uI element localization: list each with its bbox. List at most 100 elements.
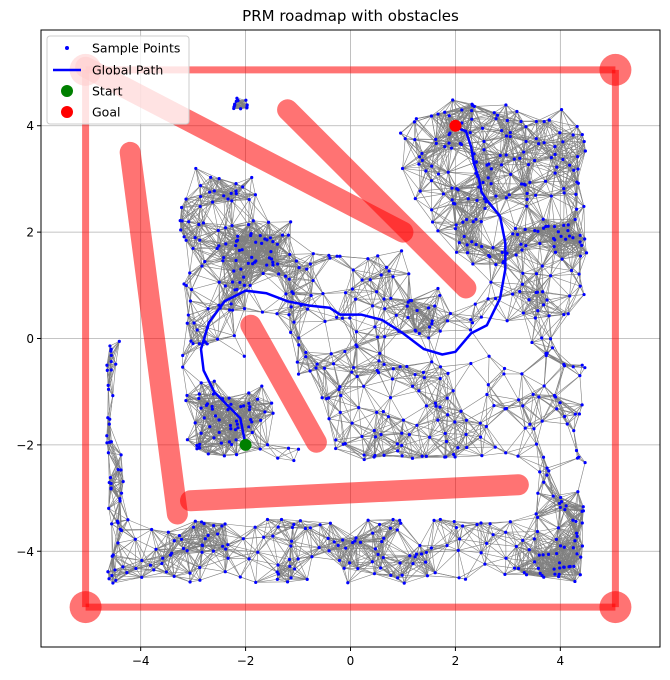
roadmap-edge (554, 219, 576, 241)
roadmap-edge (475, 186, 480, 220)
roadmap-edge (473, 141, 485, 154)
roadmap-edge (543, 121, 556, 147)
roadmap-edge (277, 448, 299, 459)
roadmap-edge (512, 229, 526, 235)
roadmap-edge (577, 141, 585, 170)
roadmap-edge (398, 310, 418, 332)
roadmap-edge (481, 214, 500, 222)
roadmap-edge (545, 226, 555, 247)
roadmap-edge (484, 197, 507, 200)
roadmap-edge (569, 165, 577, 195)
roadmap-edge (470, 115, 498, 133)
roadmap-edge (383, 397, 391, 412)
roadmap-edge (461, 141, 485, 145)
roadmap-edge (416, 118, 436, 140)
roadmap-edge (461, 104, 473, 124)
roadmap-edge (462, 200, 478, 223)
roadmap-edge (547, 196, 552, 227)
roadmap-edge (554, 172, 579, 184)
roadmap-edge (554, 141, 585, 147)
roadmap-edge (494, 104, 507, 113)
roadmap-edge (509, 194, 527, 207)
roadmap-edge (461, 109, 495, 113)
roadmap-edge (529, 160, 535, 183)
roadmap-edge (453, 203, 477, 220)
roadmap-edge (419, 190, 432, 211)
roadmap-edge (490, 183, 510, 196)
roadmap-edge (388, 250, 402, 272)
roadmap-edge (506, 135, 515, 160)
roadmap-edge (538, 143, 564, 160)
roadmap-edge (510, 159, 515, 175)
roadmap-edge (521, 164, 529, 185)
roadmap-edge (576, 209, 585, 240)
roadmap-edge (551, 157, 558, 168)
roadmap-edge (461, 122, 471, 133)
roadmap-edge (560, 236, 563, 260)
roadmap-edge (496, 111, 518, 120)
roadmap-edge (498, 214, 526, 230)
roadmap-edge (461, 132, 471, 145)
chart-title: PRM roadmap with obstacles (242, 7, 459, 25)
roadmap-edge (481, 198, 485, 222)
roadmap-edge (554, 141, 585, 155)
roadmap-edge (574, 209, 577, 220)
roadmap-edge (534, 160, 556, 174)
roadmap-edge (432, 221, 439, 231)
roadmap-edge (543, 228, 555, 247)
roadmap-edge (431, 115, 450, 135)
roadmap-edge (416, 115, 432, 119)
roadmap-edge (500, 141, 527, 156)
roadmap-edge (563, 225, 581, 236)
roadmap-edge (435, 139, 450, 144)
roadmap-edge (523, 126, 527, 153)
roadmap-edge (554, 219, 576, 227)
roadmap-edge (510, 164, 529, 175)
roadmap-edge (466, 219, 482, 247)
roadmap-edge (448, 153, 475, 173)
roadmap-edge (444, 106, 475, 113)
roadmap-edge (322, 288, 353, 294)
roadmap-edge (559, 132, 583, 135)
roadmap-edge (470, 329, 490, 357)
roadmap-edge (501, 130, 507, 156)
roadmap-edge (420, 187, 452, 192)
roadmap-edge (416, 402, 436, 426)
roadmap-edge (519, 157, 552, 159)
roadmap-edge (475, 198, 485, 220)
roadmap-edge (501, 121, 522, 131)
roadmap-edge (421, 153, 427, 172)
roadmap-edge (431, 166, 444, 195)
roadmap-edge (562, 156, 578, 160)
roadmap-edge (415, 193, 444, 199)
roadmap-edge (526, 205, 546, 227)
roadmap-edge (564, 192, 576, 195)
roadmap-edge (573, 134, 585, 142)
roadmap-edge (507, 120, 527, 142)
roadmap-edge (559, 109, 562, 133)
roadmap-edge (495, 184, 526, 197)
roadmap-edge (545, 159, 564, 182)
roadmap-edge (432, 203, 454, 223)
roadmap-edge (447, 172, 457, 189)
roadmap-edge (554, 239, 582, 246)
roadmap-edge (506, 111, 518, 137)
roadmap-edge (551, 156, 578, 158)
roadmap-edge (182, 343, 200, 368)
roadmap-edge (435, 139, 452, 149)
roadmap-edge (559, 132, 578, 157)
roadmap-edge (435, 134, 450, 140)
roadmap-edge (490, 183, 497, 197)
roadmap-edge (429, 419, 439, 438)
roadmap-edge (526, 193, 544, 220)
roadmap-edge (537, 310, 551, 339)
roadmap-edge (548, 120, 556, 147)
roadmap-edge (437, 414, 448, 421)
roadmap-edge (421, 143, 437, 154)
roadmap-edge (481, 221, 494, 248)
roadmap-edge (431, 115, 450, 144)
roadmap-edge (397, 443, 403, 456)
roadmap-edge (488, 164, 492, 184)
roadmap-edge (472, 246, 482, 265)
roadmap-edge (435, 115, 450, 144)
